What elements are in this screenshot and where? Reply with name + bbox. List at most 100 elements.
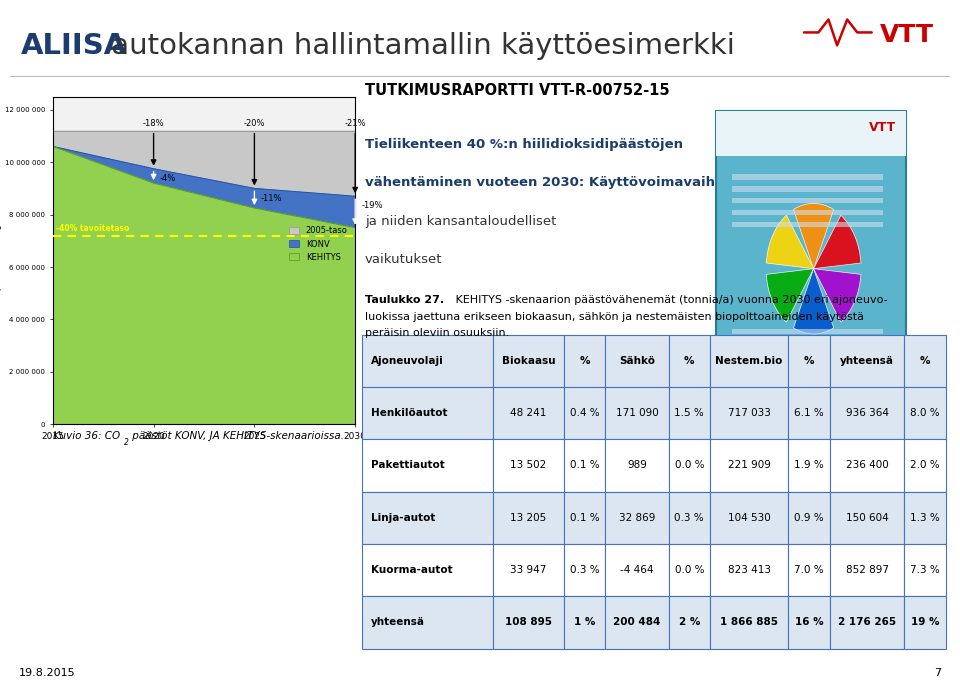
Text: Henkilöautot: Henkilöautot (372, 408, 447, 418)
Bar (788, 387, 829, 440)
FancyBboxPatch shape (716, 111, 906, 378)
Text: 33 947: 33 947 (510, 565, 546, 575)
Text: Linja-autot: Linja-autot (372, 513, 436, 523)
Text: 104 530: 104 530 (728, 513, 771, 523)
Bar (709, 491, 788, 544)
Text: 7: 7 (934, 668, 941, 678)
Text: %: % (804, 356, 814, 366)
Text: 1 866 885: 1 866 885 (720, 618, 779, 627)
Text: 19 %: 19 % (911, 618, 939, 627)
Text: 1.3 %: 1.3 % (910, 513, 940, 523)
Text: päästöt KONV, JA KEHITYS-skenaarioissa.: päästöt KONV, JA KEHITYS-skenaarioissa. (129, 431, 344, 441)
Text: 852 897: 852 897 (846, 565, 889, 575)
Text: peräisin oleviin osuuksiin.: peräisin oleviin osuuksiin. (365, 328, 509, 338)
Text: 13 205: 13 205 (511, 513, 546, 523)
Bar (362, 544, 492, 596)
Text: -19%: -19% (361, 201, 383, 210)
Text: luokissa jaettuna erikseen biokaasun, sähkön ja nestemäisten biopolttoaineiden k: luokissa jaettuna erikseen biokaasun, sä… (365, 312, 864, 322)
Text: Biokaasu: Biokaasu (502, 356, 555, 366)
Bar (709, 387, 788, 440)
Text: 48 241: 48 241 (510, 408, 546, 418)
Text: Kuvio 36: CO: Kuvio 36: CO (53, 431, 120, 441)
Bar (492, 491, 564, 544)
Bar (829, 491, 904, 544)
Text: 7.3 %: 7.3 % (910, 565, 940, 575)
Wedge shape (794, 268, 833, 334)
Bar (829, 440, 904, 491)
Text: 32 869: 32 869 (619, 513, 655, 523)
Text: 0.0 %: 0.0 % (675, 460, 704, 471)
Text: 108 895: 108 895 (505, 618, 552, 627)
Text: TUTKIMUSRAPORTTI VTT-R-00752-15: TUTKIMUSRAPORTTI VTT-R-00752-15 (365, 83, 669, 98)
Text: 0.3 %: 0.3 % (675, 513, 704, 523)
Bar (732, 186, 882, 192)
Bar (605, 596, 669, 649)
Bar (829, 387, 904, 440)
Text: 6.1 %: 6.1 % (794, 408, 824, 418)
Text: 200 484: 200 484 (613, 618, 660, 627)
Text: 936 364: 936 364 (846, 408, 889, 418)
Text: Pakettiautot: Pakettiautot (372, 460, 444, 471)
Text: 2: 2 (124, 438, 129, 447)
Text: 1.5 %: 1.5 % (675, 408, 705, 418)
Text: 171 090: 171 090 (615, 408, 659, 418)
Text: Kuorma-autot: Kuorma-autot (372, 565, 453, 575)
Bar (732, 221, 882, 227)
Text: 823 413: 823 413 (728, 565, 771, 575)
Legend: 2005-taso, KONV, KEHITYS: 2005-taso, KONV, KEHITYS (286, 223, 351, 265)
Bar (904, 596, 946, 649)
Bar (492, 335, 564, 387)
Bar (788, 544, 829, 596)
Bar (605, 440, 669, 491)
Bar (492, 440, 564, 491)
Bar (492, 544, 564, 596)
Text: Sähkö: Sähkö (619, 356, 655, 366)
Bar (564, 440, 605, 491)
Bar (492, 387, 564, 440)
Bar (669, 335, 709, 387)
Bar (669, 596, 709, 649)
Bar (904, 335, 946, 387)
Text: KEHITYS -skenaarion päästövähenemät (tonnia/a) vuonna 2030 eri ajoneuvo-: KEHITYS -skenaarion päästövähenemät (ton… (452, 295, 888, 305)
Text: 19.8.2015: 19.8.2015 (19, 668, 76, 678)
Wedge shape (813, 215, 861, 268)
Bar (788, 596, 829, 649)
Bar (362, 491, 492, 544)
Text: 0.3 %: 0.3 % (569, 565, 599, 575)
Bar (904, 491, 946, 544)
Text: -20%: -20% (244, 119, 265, 128)
Bar (716, 112, 906, 156)
Wedge shape (766, 215, 813, 268)
Wedge shape (813, 268, 861, 322)
Text: autokannan hallintamallin käyttöesimerkki: autokannan hallintamallin käyttöesimerkk… (102, 32, 734, 60)
Bar (564, 544, 605, 596)
Text: -18%: -18% (143, 119, 164, 128)
Text: -4%: -4% (159, 174, 176, 183)
Text: ALIISA: ALIISA (21, 32, 128, 60)
Bar (829, 335, 904, 387)
Bar (709, 544, 788, 596)
Text: 0.1 %: 0.1 % (569, 513, 599, 523)
Bar (904, 387, 946, 440)
Bar (732, 175, 882, 179)
Text: 16 %: 16 % (795, 618, 824, 627)
Text: 7.0 %: 7.0 % (794, 565, 824, 575)
Text: -21%: -21% (345, 119, 366, 128)
Bar (788, 491, 829, 544)
Bar (669, 491, 709, 544)
Text: 717 033: 717 033 (728, 408, 771, 418)
Bar (732, 344, 839, 349)
Bar (904, 440, 946, 491)
Bar (904, 544, 946, 596)
Bar (362, 335, 492, 387)
Bar (732, 198, 882, 204)
Text: yhteensä: yhteensä (840, 356, 894, 366)
Wedge shape (766, 268, 813, 322)
Text: VTT: VTT (880, 23, 934, 47)
Bar (732, 328, 882, 334)
Text: 0.4 %: 0.4 % (569, 408, 599, 418)
Text: VTT: VTT (869, 121, 896, 135)
Text: 0.9 %: 0.9 % (794, 513, 824, 523)
Text: %: % (579, 356, 589, 366)
Bar (788, 335, 829, 387)
